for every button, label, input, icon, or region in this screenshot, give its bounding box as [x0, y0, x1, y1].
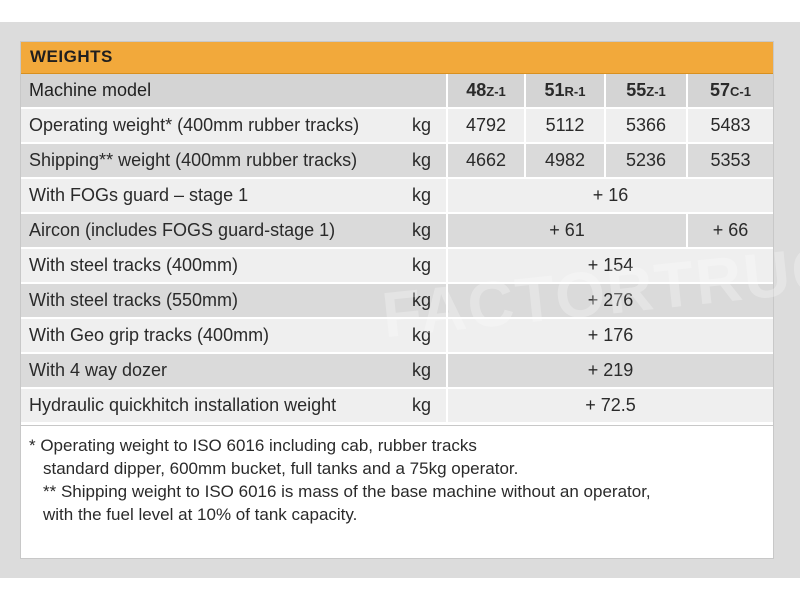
table-divider	[21, 425, 773, 426]
cell-48: 4662	[446, 144, 524, 177]
cell-all-models: + 219	[446, 354, 773, 387]
cell-all-models: + 176	[446, 319, 773, 352]
weights-table-card: WEIGHTS Machine model 48Z-1 51R-1 55Z-1 …	[20, 41, 800, 559]
row-unit: kg	[412, 290, 432, 310]
row-label: Shipping** weight (400mm rubber tracks)	[29, 150, 358, 170]
table-row-steel-tracks-400: With steel tracks (400mm) kg + 154	[21, 249, 773, 283]
cell-all-models: + 276	[446, 284, 773, 317]
table-row-operating-weight: Operating weight* (400mm rubber tracks) …	[21, 109, 773, 143]
cell-51: 5112	[524, 109, 604, 142]
model-header-51: 51R-1	[524, 74, 604, 107]
row-label: Operating weight* (400mm rubber tracks)	[29, 115, 360, 135]
cell-48: 4792	[446, 109, 524, 142]
document-background: WEIGHTS Machine model 48Z-1 51R-1 55Z-1 …	[0, 22, 800, 578]
row-unit: kg	[412, 115, 432, 135]
cell-51: 4982	[524, 144, 604, 177]
model-header-55: 55Z-1	[604, 74, 686, 107]
row-unit: kg	[412, 185, 432, 205]
cell-57: 5483	[686, 109, 773, 142]
row-unit: kg	[412, 360, 432, 380]
footnote-operating: * Operating weight to ISO 6016 including…	[29, 436, 477, 455]
table-row-4-way-dozer: With 4 way dozer kg + 219	[21, 354, 773, 388]
table-row-geo-grip: With Geo grip tracks (400mm) kg + 176	[21, 319, 773, 353]
model-header-48: 48Z-1	[446, 74, 524, 107]
cell-55: 5236	[604, 144, 686, 177]
row-label: With 4 way dozer	[29, 360, 168, 380]
row-label: Aircon (includes FOGS guard-stage 1)	[29, 220, 336, 240]
row-unit: kg	[412, 255, 432, 275]
row-unit: kg	[412, 395, 432, 415]
row-unit: kg	[412, 150, 432, 170]
row-label: With FOGs guard – stage 1	[29, 185, 249, 205]
section-title: WEIGHTS	[30, 47, 113, 66]
row-unit: kg	[412, 325, 432, 345]
row-unit: kg	[412, 220, 432, 240]
cell-57: + 66	[686, 214, 773, 247]
table-row-shipping-weight: Shipping** weight (400mm rubber tracks) …	[21, 144, 773, 178]
model-header-57: 57C-1	[686, 74, 773, 107]
machine-model-label: Machine model	[29, 80, 152, 100]
table-row-aircon: Aircon (includes FOGS guard-stage 1) kg …	[21, 214, 773, 248]
cell-48-51-55: + 61	[446, 214, 686, 247]
footnote-shipping: ** Shipping weight to ISO 6016 is mass o…	[43, 482, 651, 501]
cell-all-models: + 154	[446, 249, 773, 282]
cell-all-models: + 72.5	[446, 389, 773, 422]
row-label: With steel tracks (400mm)	[29, 255, 239, 275]
table-header-row: Machine model 48Z-1 51R-1 55Z-1 57C-1	[21, 74, 773, 108]
table-row-quickhitch: Hydraulic quickhitch installation weight…	[21, 389, 773, 423]
row-label: Hydraulic quickhitch installation weight	[29, 395, 337, 415]
footnote-operating-cont: standard dipper, 600mm bucket, full tank…	[43, 459, 519, 478]
section-header: WEIGHTS	[21, 42, 773, 74]
cell-all-models: + 16	[446, 179, 773, 212]
row-label: With steel tracks (550mm)	[29, 290, 239, 310]
footnote-shipping-cont: with the fuel level at 10% of tank capac…	[43, 505, 358, 524]
table-row-steel-tracks-550: With steel tracks (550mm) kg + 276	[21, 284, 773, 318]
table-row-fogs-guard: With FOGs guard – stage 1 kg + 16	[21, 179, 773, 213]
cell-55: 5366	[604, 109, 686, 142]
row-label: With Geo grip tracks (400mm)	[29, 325, 270, 345]
cell-57: 5353	[686, 144, 773, 177]
footnotes: * Operating weight to ISO 6016 including…	[29, 434, 764, 526]
